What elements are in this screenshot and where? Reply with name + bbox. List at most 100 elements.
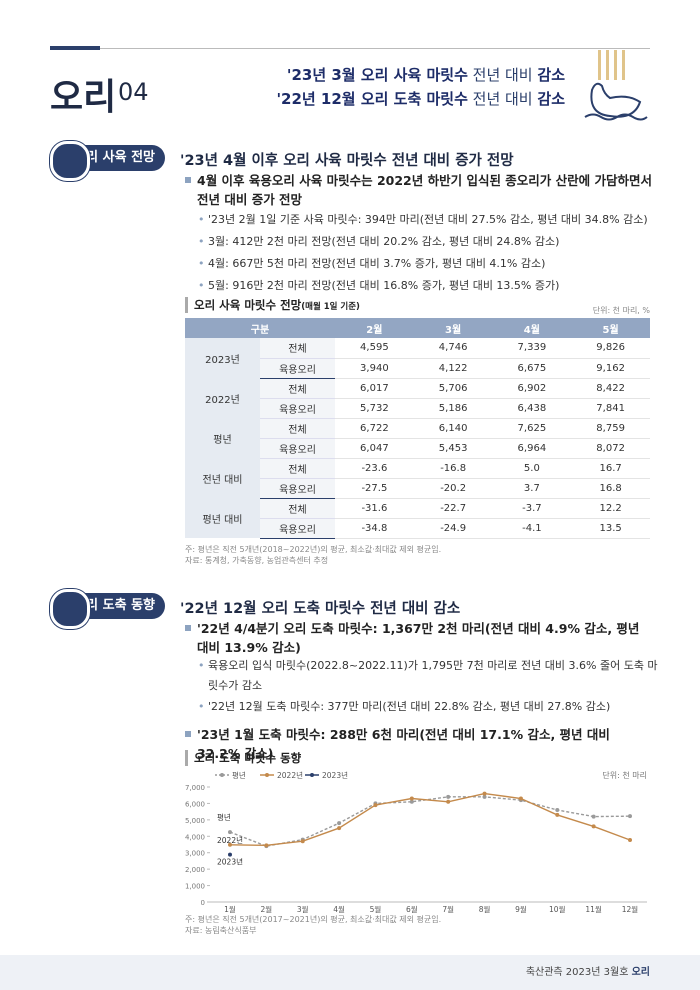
- sub-bullet: 3월: 412만 2천 마리 전망(전년 대비 20.2% 감소, 평년 대비 …: [198, 231, 658, 253]
- cell: 5,706: [413, 378, 493, 399]
- cell: 16.7: [571, 458, 650, 479]
- legend-marker: [310, 773, 314, 777]
- section-number: 04: [118, 78, 149, 106]
- data-point: [228, 842, 232, 847]
- data-point: [591, 824, 596, 829]
- data-point: [300, 839, 305, 844]
- cell: 3.7: [492, 477, 572, 499]
- cell: 6,047: [335, 438, 414, 459]
- header-rule: [50, 48, 650, 49]
- column-header: 5월: [571, 318, 650, 338]
- data-point: [482, 791, 487, 796]
- header-accent: [50, 46, 100, 50]
- y-tick-label: 2,000: [185, 866, 205, 874]
- y-tick-label: 6,000: [185, 800, 205, 808]
- row-label: 전체: [260, 458, 335, 479]
- y-tick-label: 1,000: [185, 883, 205, 891]
- cell: 7,625: [492, 418, 572, 439]
- cell: 5,186: [413, 398, 493, 419]
- y-tick-label: 3,000: [185, 850, 205, 858]
- table-note: 주: 평년은 직전 5개년(2018~2022년)의 평균, 최소값·최대값 제…: [185, 545, 442, 554]
- sub-bullet: '23년 2월 1일 기준 사육 마릿수: 394만 마리(전년 대비 27.5…: [198, 209, 658, 231]
- group-label: 2023년: [185, 338, 260, 378]
- y-tick-label: 7,000: [185, 784, 205, 792]
- table-row: 육용오리 -27.5 -20.2 3.7 16.8: [185, 477, 650, 499]
- table-row: 2022년 전체 6,017 5,706 6,902 8,422: [185, 378, 650, 418]
- cell: 4,122: [413, 357, 493, 379]
- headline-part: 감소: [537, 90, 565, 108]
- cell: 13.5: [571, 517, 650, 539]
- x-tick-label: 4월: [333, 904, 345, 913]
- cell: 8,759: [571, 418, 650, 439]
- x-tick-label: 5월: [370, 904, 382, 913]
- legend-label: 2023년: [322, 770, 348, 780]
- x-tick-label: 12월: [622, 904, 639, 913]
- cell: 3,940: [335, 357, 414, 379]
- table-row: 평년 대비 전체 -31.6 -22.7 -3.7 12.2: [185, 498, 650, 538]
- x-tick-label: 2월: [261, 904, 273, 913]
- section-title: 오리: [50, 77, 117, 118]
- y-tick-label: 0: [201, 899, 205, 907]
- table-title-text: 오리 사육 마릿수 전망: [194, 298, 302, 312]
- cell: 6,722: [335, 418, 414, 439]
- headline-part: 전년 대비: [467, 90, 538, 108]
- cell: -22.7: [413, 498, 493, 519]
- column-header: 2월: [335, 318, 414, 338]
- bullet: '22년 4/4분기 오리 도축 마릿수: 1,367만 2천 마리(전년 대비…: [185, 619, 655, 657]
- table-row: 육용오리 6,047 5,453 6,964 8,072: [185, 438, 650, 459]
- series-line: [229, 796, 631, 847]
- cell: -23.6: [335, 458, 414, 479]
- footer-publication: 축산관측 2023년 3월호: [525, 967, 629, 978]
- x-tick-label: 7월: [442, 904, 454, 913]
- cell: -24.9: [413, 517, 493, 539]
- column-header: 구분: [185, 318, 335, 338]
- table-unit: 단위: 천 마리, %: [592, 306, 650, 315]
- legend-marker: [265, 773, 269, 777]
- data-point: [337, 821, 342, 826]
- headline-part: '23년 3월 오리 사육 마릿수: [286, 66, 468, 84]
- cell: 7,339: [492, 338, 572, 359]
- cell: 6,964: [492, 438, 572, 459]
- x-tick-label: 1월: [224, 904, 236, 913]
- data-point: [446, 799, 451, 804]
- row-label: 육용오리: [260, 438, 335, 459]
- x-tick-label: 9월: [515, 904, 527, 913]
- data-table: 구분 2월 3월 4월 5월 2023년 전체 4,595 4,746 7,339 9,826 육용오…: [185, 318, 650, 539]
- x-tick-label: 6월: [406, 904, 418, 913]
- group-label: 평년: [185, 418, 260, 458]
- cell: 6,902: [492, 378, 572, 399]
- row-label: 육용오리: [260, 517, 335, 539]
- cell: 8,422: [571, 378, 650, 399]
- cell: 6,438: [492, 398, 572, 419]
- x-tick-label: 3월: [297, 904, 309, 913]
- legend-label: 평년: [232, 770, 246, 780]
- table-row: 육용오리 3,940 4,122 6,675 9,162: [185, 357, 650, 379]
- series-annotation: 평년: [217, 812, 231, 822]
- cell: 8,072: [571, 438, 650, 459]
- row-label: 전체: [260, 498, 335, 519]
- cell: 9,826: [571, 338, 650, 359]
- cell: 6,140: [413, 418, 493, 439]
- data-point: [482, 794, 487, 799]
- data-point: [555, 812, 560, 817]
- table-row: 전년 대비 전체 -23.6 -16.8 5.0 16.7: [185, 458, 650, 498]
- cell: 5,453: [413, 438, 493, 459]
- cell: 6,675: [492, 357, 572, 379]
- table-row: 육용오리 -34.8 -24.9 -4.1 13.5: [185, 517, 650, 539]
- table-title-note: (매월 1일 기준): [301, 302, 360, 312]
- column-header: 3월: [413, 318, 493, 338]
- duck-icon: [584, 50, 648, 121]
- x-tick-label: 8월: [479, 904, 491, 913]
- cell: -20.2: [413, 477, 493, 499]
- bullet: 4월 이후 육용오리 사육 마릿수는 2022년 하반기 입식된 종오리가 산란…: [185, 171, 655, 209]
- data-point: [518, 796, 523, 801]
- section-tag: 오리 사육 전망: [50, 141, 165, 181]
- cell: 4,595: [335, 338, 414, 359]
- cell: -16.8: [413, 458, 493, 479]
- data-point: [446, 794, 451, 799]
- data-point: [228, 830, 232, 835]
- y-tick-label: 5,000: [185, 817, 205, 825]
- cell: 7,841: [571, 398, 650, 419]
- table-row: 평년 전체 6,722 6,140 7,625 8,759: [185, 418, 650, 458]
